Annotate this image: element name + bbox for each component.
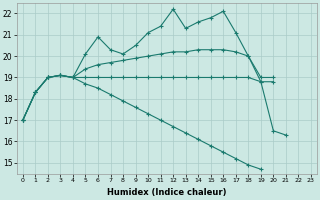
X-axis label: Humidex (Indice chaleur): Humidex (Indice chaleur) — [107, 188, 227, 197]
